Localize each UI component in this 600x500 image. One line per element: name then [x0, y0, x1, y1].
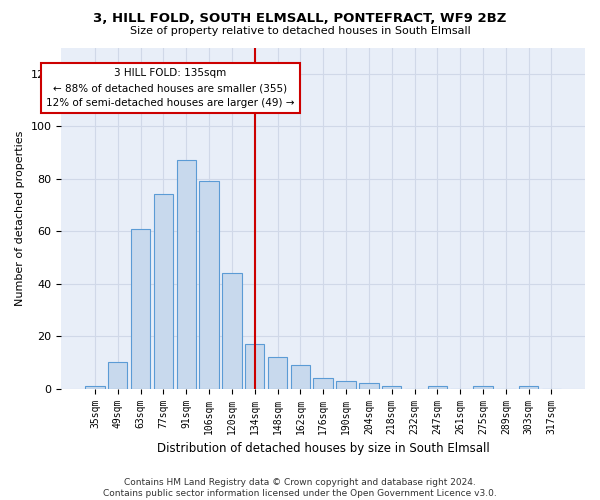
- Y-axis label: Number of detached properties: Number of detached properties: [15, 130, 25, 306]
- X-axis label: Distribution of detached houses by size in South Elmsall: Distribution of detached houses by size …: [157, 442, 490, 455]
- Text: Size of property relative to detached houses in South Elmsall: Size of property relative to detached ho…: [130, 26, 470, 36]
- Bar: [359, 384, 379, 388]
- Bar: [313, 378, 333, 388]
- Bar: [131, 228, 150, 388]
- Bar: [176, 160, 196, 388]
- Text: 3 HILL FOLD: 135sqm
← 88% of detached houses are smaller (355)
12% of semi-detac: 3 HILL FOLD: 135sqm ← 88% of detached ho…: [46, 68, 295, 108]
- Text: Contains HM Land Registry data © Crown copyright and database right 2024.
Contai: Contains HM Land Registry data © Crown c…: [103, 478, 497, 498]
- Bar: [337, 381, 356, 388]
- Bar: [154, 194, 173, 388]
- Bar: [245, 344, 265, 389]
- Bar: [222, 273, 242, 388]
- Bar: [428, 386, 447, 388]
- Bar: [268, 357, 287, 388]
- Bar: [85, 386, 104, 388]
- Bar: [519, 386, 538, 388]
- Text: 3, HILL FOLD, SOUTH ELMSALL, PONTEFRACT, WF9 2BZ: 3, HILL FOLD, SOUTH ELMSALL, PONTEFRACT,…: [94, 12, 506, 26]
- Bar: [290, 365, 310, 388]
- Bar: [382, 386, 401, 388]
- Bar: [473, 386, 493, 388]
- Bar: [199, 182, 219, 388]
- Bar: [108, 362, 127, 388]
